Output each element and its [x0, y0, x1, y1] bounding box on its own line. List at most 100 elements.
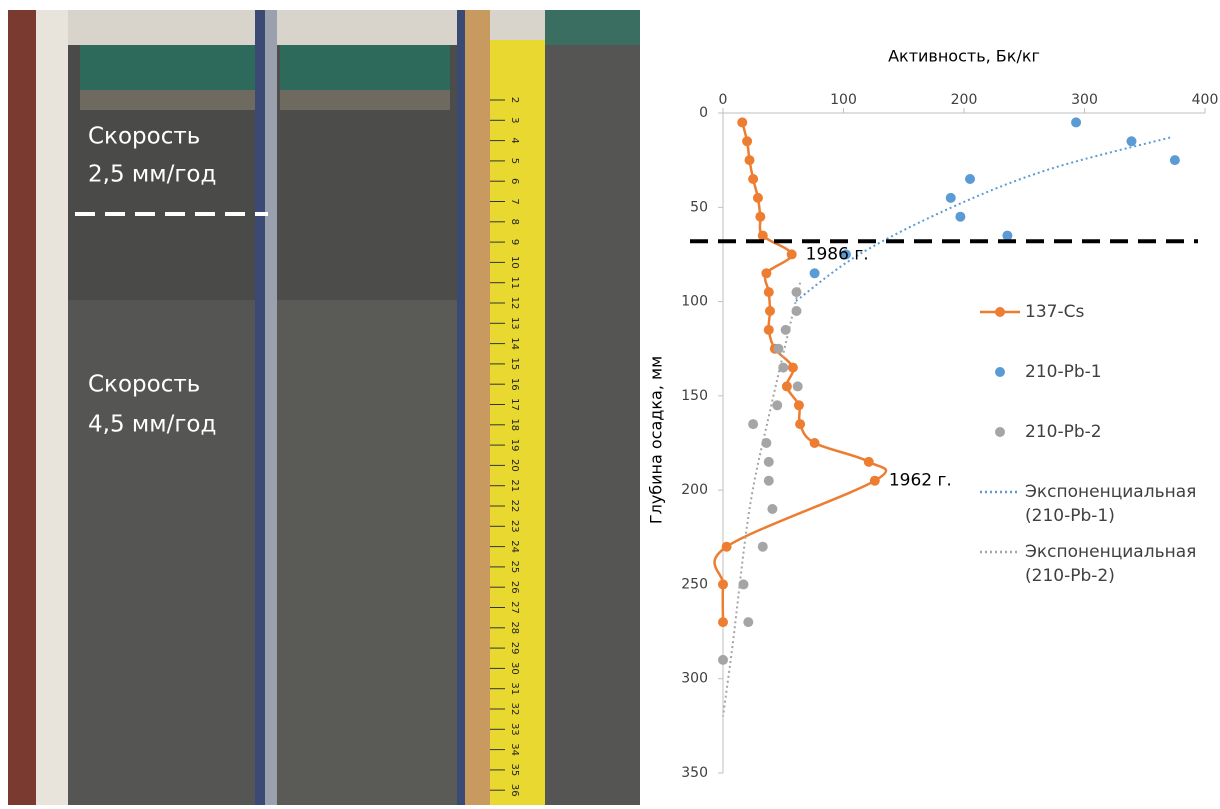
legend-key: [975, 360, 1025, 382]
tape-number: 35: [509, 764, 520, 777]
y-tick-label: 50: [690, 199, 708, 215]
legend-label: 137-Cs: [1025, 300, 1200, 324]
y-tick-label: 350: [681, 765, 708, 781]
tape-number: 30: [509, 662, 520, 675]
legend-item: 137-Cs: [975, 300, 1215, 360]
legend-marker: [995, 427, 1005, 437]
x-tick-label: 200: [951, 92, 978, 108]
y-tick-label: 150: [681, 388, 708, 404]
y-tick-label: 250: [681, 576, 708, 592]
core-photo: 2345678910111213141516171819202122232425…: [8, 10, 640, 805]
point: [795, 419, 805, 429]
point: [764, 457, 774, 467]
tape-number: 23: [509, 520, 520, 533]
point: [864, 457, 874, 467]
series-line: [715, 122, 887, 622]
point: [764, 325, 774, 335]
tape-number: 10: [509, 256, 520, 269]
x-tick-label: 0: [719, 92, 728, 108]
point: [965, 174, 975, 184]
tape-number: 29: [509, 642, 520, 655]
photo-label: 2,5 мм/год: [88, 162, 216, 188]
y-tick-label: 100: [681, 294, 708, 310]
tape-number: 15: [509, 358, 520, 371]
point: [764, 287, 774, 297]
trendline: [723, 283, 800, 717]
trendline: [795, 138, 1170, 302]
legend-label: Экспоненциальная (210-Pb-1): [1025, 480, 1200, 528]
tape-number: 18: [509, 418, 520, 431]
legend-label: 210-Pb-1: [1025, 360, 1200, 384]
point: [1126, 136, 1136, 146]
tape-number: 34: [509, 743, 520, 756]
photo-label: Скорость: [88, 372, 200, 398]
point: [755, 212, 765, 222]
point: [737, 117, 747, 127]
point: [773, 344, 783, 354]
y-tick-label: 0: [699, 105, 708, 121]
tape-number: 16: [509, 378, 520, 391]
point: [765, 306, 775, 316]
legend-label: Экспоненциальная (210-Pb-2): [1025, 540, 1200, 588]
point: [718, 617, 728, 627]
tape-number: 36: [509, 784, 520, 797]
legend-item: Экспоненциальная (210-Pb-1): [975, 480, 1215, 540]
point: [1071, 117, 1081, 127]
tape-number: 17: [509, 398, 520, 411]
tape-number: 2: [509, 97, 520, 103]
tape-number: 5: [509, 158, 520, 164]
y-tick-label: 200: [681, 482, 708, 498]
point: [787, 249, 797, 259]
legend-key: [975, 480, 1025, 502]
tape-number: 3: [509, 117, 520, 123]
point: [1002, 231, 1012, 241]
legend-marker: [995, 307, 1005, 317]
point: [792, 287, 802, 297]
photo-label: 4,5 мм/год: [88, 412, 216, 438]
point: [793, 381, 803, 391]
tape-number: 7: [509, 198, 520, 204]
point: [792, 306, 802, 316]
point: [764, 476, 774, 486]
point: [722, 542, 732, 552]
tape-number: 8: [509, 219, 520, 225]
point: [753, 193, 763, 203]
tape-number: 25: [509, 561, 520, 574]
tape-number: 11: [509, 276, 520, 289]
tape-number: 32: [509, 703, 520, 716]
point: [772, 400, 782, 410]
legend-item: Экспоненциальная (210-Pb-2): [975, 540, 1215, 600]
tape-number: 20: [509, 459, 520, 472]
point: [743, 617, 753, 627]
legend-key: [975, 300, 1025, 322]
point: [946, 193, 956, 203]
point: [748, 419, 758, 429]
x-axis-title: Активность, Бк/кг: [888, 47, 1040, 66]
point: [810, 268, 820, 278]
point: [758, 542, 768, 552]
tape-number: 12: [509, 297, 520, 310]
legend-key: [975, 540, 1025, 562]
y-tick-label: 300: [681, 671, 708, 687]
tape-number: 13: [509, 317, 520, 330]
legend-key: [975, 420, 1025, 442]
point: [758, 231, 768, 241]
point: [761, 268, 771, 278]
tape-number: 33: [509, 723, 520, 736]
x-tick-label: 300: [1071, 92, 1098, 108]
legend-item: 210-Pb-1: [975, 360, 1215, 420]
y-axis-title: Глубина осадка, мм: [647, 356, 666, 524]
point: [767, 504, 777, 514]
page: {"photo": {"upper_label": ["Скорость", "…: [0, 0, 1220, 809]
legend-marker: [995, 367, 1005, 377]
point: [742, 136, 752, 146]
tape-number: 24: [509, 540, 520, 553]
tape-number: 28: [509, 621, 520, 634]
point: [794, 400, 804, 410]
tape-number: 26: [509, 581, 520, 594]
point: [748, 174, 758, 184]
tape-number: 31: [509, 682, 520, 695]
point: [788, 363, 798, 373]
tape-number: 9: [509, 239, 520, 245]
